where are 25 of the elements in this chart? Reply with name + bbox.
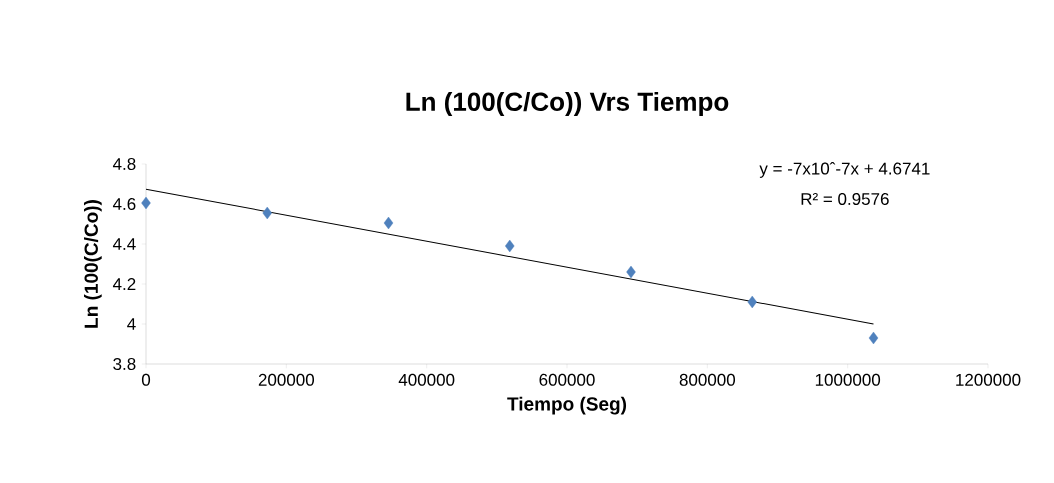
chart-title: Ln (100(C/Co)) Vrs Tiempo [406,91,729,117]
point [141,196,151,210]
annotation: y = -7x10ˆ-7x + 4.6741 [759,162,930,178]
x-tick-label: 1000000 [815,373,881,386]
x-tick-label: 1200000 [956,373,1021,386]
x-tick-label: 0 [141,373,151,386]
x-axis-title: Tiempo (Seg) [507,396,627,415]
y-tick-label: 4.2 [112,278,136,290]
y-axis-title: Ln (100(C/Co)) [83,200,102,328]
point [505,239,515,253]
point [868,331,879,345]
point [626,265,636,279]
point [262,206,272,220]
y-tick-label: 4.8 [112,157,136,171]
y-tick-label: 4.6 [112,197,136,211]
x-tick-label: 800000 [679,373,736,386]
y-tick-label: 4 [127,318,136,330]
annotation: R² = 0.9576 [801,192,889,206]
x-tick-label: 200000 [258,373,315,386]
point [383,216,394,230]
x-tick-label: 400000 [398,373,455,386]
x-tick-label: 600000 [539,373,595,386]
y-tick-label: 4.4 [112,238,136,250]
y-tick-label: 3.8 [113,357,136,371]
point [747,295,757,309]
